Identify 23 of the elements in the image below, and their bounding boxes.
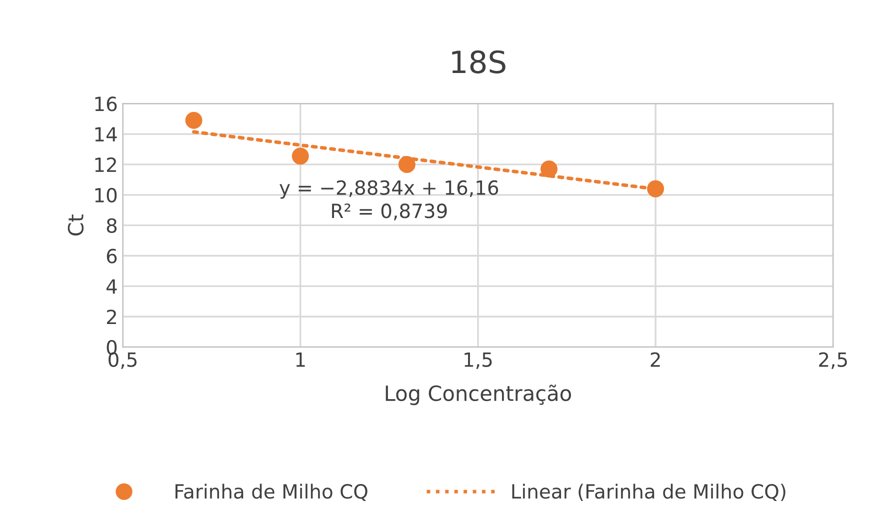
y-tick-label: 6	[106, 248, 117, 264]
annotation: y = −2,8834x + 16,16 R² = 0,8739	[280, 180, 498, 220]
y-tick-label: 16	[95, 96, 117, 112]
x-axis-title: Log Concentração	[386, 384, 571, 406]
x-tick-label: 1,5	[464, 352, 492, 369]
y-axis-title: Ct	[68, 214, 84, 236]
y-tick-label: 2	[106, 310, 116, 324]
point	[540, 160, 558, 178]
x-tick-label: 2	[650, 352, 660, 367]
y-tick-label: 10	[95, 188, 117, 203]
x-tick-label: 2,5	[819, 352, 847, 369]
point	[185, 112, 202, 129]
chart-title: 18S	[452, 50, 506, 74]
y-tick-label: 14	[95, 127, 117, 142]
point	[647, 180, 664, 198]
legend-label: Linear (Farinha de Milho CQ)	[512, 484, 786, 502]
y-tick-label: 8	[106, 218, 117, 233]
point	[398, 156, 416, 173]
x-tick-label: 1	[296, 352, 305, 367]
point	[292, 148, 309, 165]
y-tick-label: 12	[95, 157, 116, 172]
y-tick-label: 4	[106, 279, 117, 294]
legend-label: Farinha de Milho CQ	[176, 484, 368, 501]
